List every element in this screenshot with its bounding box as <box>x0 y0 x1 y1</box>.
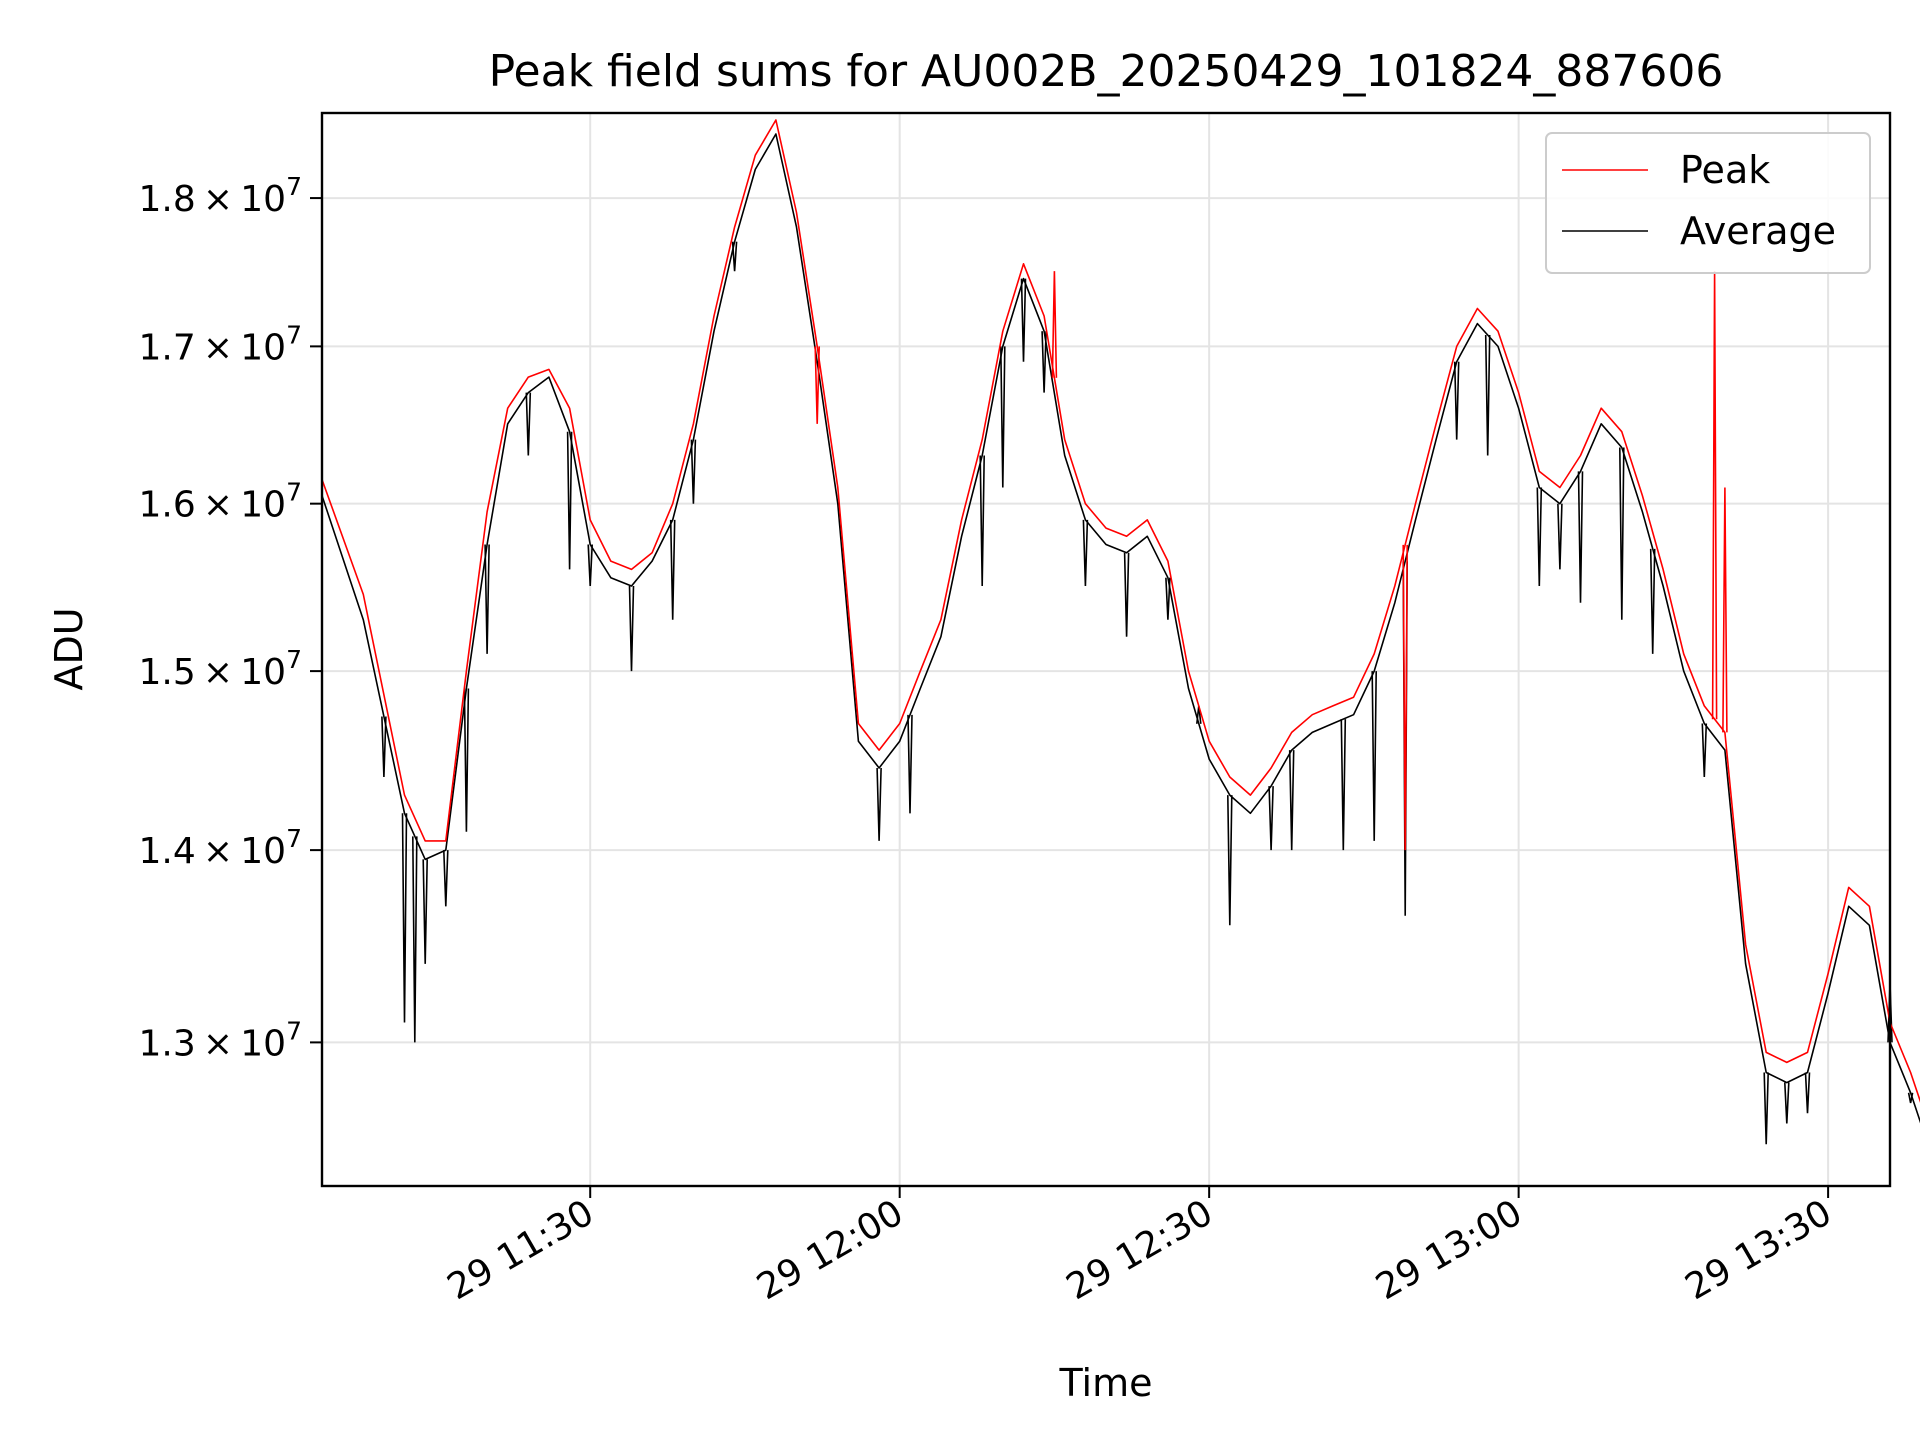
average-dip <box>1371 671 1377 841</box>
average-dip <box>484 544 490 654</box>
average-dip <box>1577 471 1584 603</box>
peak-spike <box>1722 487 1728 733</box>
average-dip <box>731 241 738 272</box>
peak-spike <box>814 346 820 424</box>
average-dip <box>876 767 882 841</box>
average-dip <box>1619 447 1625 620</box>
average-dip <box>1557 503 1563 570</box>
average-dip <box>1907 1092 1914 1104</box>
average-dip <box>1484 334 1491 456</box>
average-dip <box>381 716 387 778</box>
average-dip <box>628 585 635 672</box>
average-dip <box>1227 795 1233 926</box>
average-dip <box>1000 346 1006 488</box>
average-dip <box>1340 719 1347 851</box>
average-dip <box>1165 577 1171 620</box>
y-axis-label: ADU <box>47 607 91 690</box>
average-dip <box>1453 361 1460 440</box>
average-dip <box>525 392 532 456</box>
average-dip <box>566 431 573 570</box>
average-dip <box>1536 487 1543 587</box>
legend-label-average: Average <box>1680 209 1836 253</box>
y-tick-label: 1.5 × 107 <box>138 645 302 693</box>
y-tick-label: 1.7 × 107 <box>138 320 302 368</box>
average-dip <box>1123 552 1130 637</box>
average-dip <box>1763 1072 1769 1145</box>
y-tick-label: 1.6 × 107 <box>138 478 302 526</box>
average-dip <box>1804 1072 1811 1114</box>
average-dip <box>412 836 418 1043</box>
average-dip <box>443 850 449 907</box>
peak-spike <box>1051 271 1058 378</box>
average-dip <box>1649 548 1656 654</box>
y-tick-label: 1.8 × 107 <box>138 172 302 220</box>
legend-label-peak: Peak <box>1680 148 1770 192</box>
peak-spike <box>1402 544 1408 851</box>
legend-box <box>1545 132 1871 274</box>
y-tick-label: 1.3 × 107 <box>138 1016 302 1064</box>
average-dip <box>422 859 428 964</box>
average-dip <box>1288 750 1295 851</box>
plot-frame <box>320 111 1892 1188</box>
average-dip <box>690 439 697 504</box>
average-dip <box>669 519 676 620</box>
x-axis-label: Time <box>1059 1361 1153 1405</box>
average-dip <box>1701 723 1708 778</box>
legend: Peak Average <box>1545 132 1871 274</box>
average-dip <box>587 544 593 587</box>
series-line-peak <box>321 119 1920 1103</box>
chart-title: Peak field sums for AU002B_20250429_1018… <box>489 46 1724 97</box>
average-dip <box>1082 519 1089 587</box>
average-dip <box>979 455 985 587</box>
y-axis: 1.3 × 107 1.4 × 107 1.5 × 107 1.6 × 107 1.7 … <box>138 172 322 1064</box>
average-dip <box>1041 331 1047 393</box>
average-dip <box>1784 1082 1790 1124</box>
y-tick-label: 1.4 × 107 <box>138 824 302 872</box>
average-dip <box>401 813 408 1023</box>
series-layer <box>321 119 1920 1145</box>
average-dip <box>1268 786 1274 851</box>
series-line-average <box>321 133 1920 1124</box>
average-dip <box>463 688 470 832</box>
average-dip <box>1020 278 1027 362</box>
average-dip <box>907 714 913 814</box>
